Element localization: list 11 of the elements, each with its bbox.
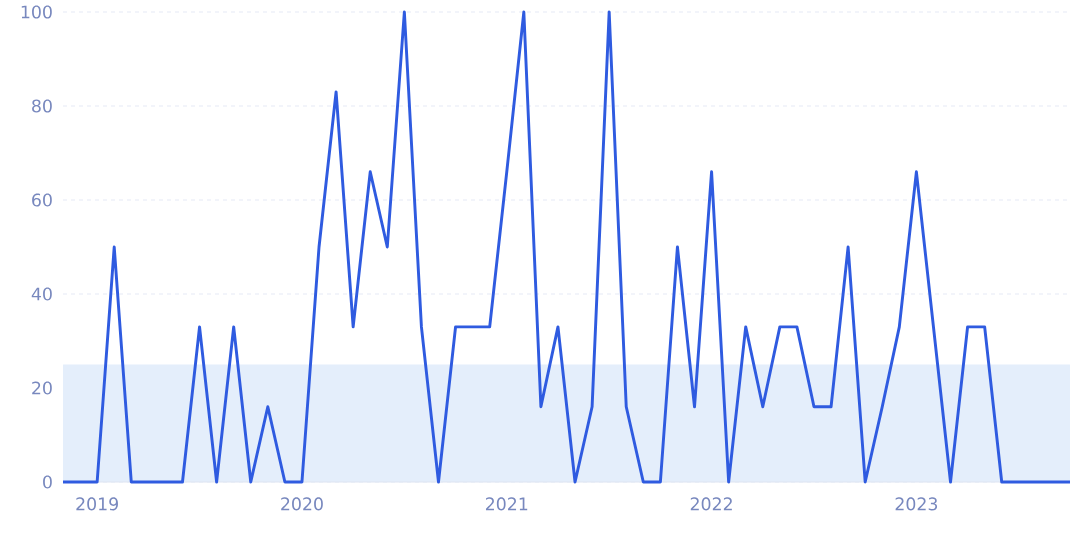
x-tick-label: 2019 <box>76 497 118 511</box>
y-tick-label: 80 <box>32 99 52 113</box>
x-tick-label: 2021 <box>485 497 528 511</box>
y-tick-label: 60 <box>32 193 52 207</box>
x-tick-label: 2020 <box>281 497 323 511</box>
y-tick-label: 0 <box>43 475 52 489</box>
y-tick-label: 20 <box>32 381 52 395</box>
x-tick-label: 2023 <box>895 497 938 511</box>
x-tick-label: 2022 <box>690 497 732 511</box>
y-tick-label: 40 <box>31 287 52 301</box>
y-tick-label: 100 <box>21 5 52 19</box>
